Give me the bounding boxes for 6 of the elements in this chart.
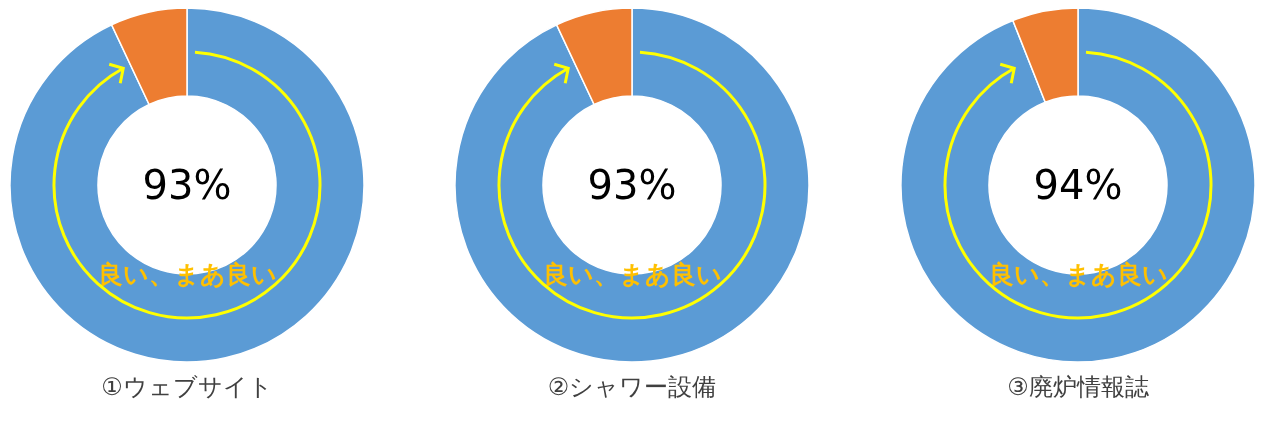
data-label: 93% [587,162,677,208]
text: ②シャワー設備 [547,373,717,401]
data-label: 93% [142,162,232,208]
data-label: 94% [1033,162,1123,208]
text: ③廃炉情報誌 [1007,373,1149,401]
text: ①ウェブサイト [101,373,273,401]
